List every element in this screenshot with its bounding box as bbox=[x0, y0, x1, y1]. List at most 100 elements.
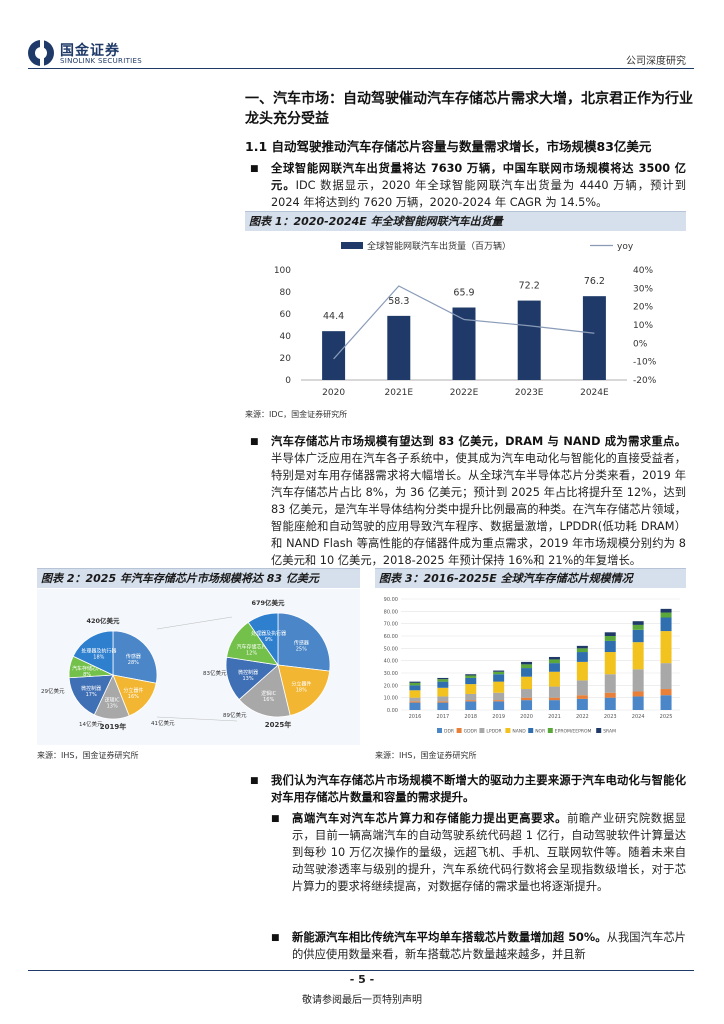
stacked-bar-segment bbox=[548, 659, 560, 664]
stacked-bar-segment bbox=[437, 687, 449, 697]
stacked-bar-segment bbox=[521, 689, 533, 698]
stacked-bar-segment bbox=[576, 698, 588, 710]
bar bbox=[452, 307, 476, 380]
pie-slice bbox=[68, 674, 114, 716]
stacked-bar-segment bbox=[604, 636, 616, 641]
bar-value-label: 76.2 bbox=[584, 276, 605, 287]
stacked-bar-segment bbox=[437, 702, 449, 710]
stacked-bar-segment bbox=[632, 669, 644, 692]
pie-slice-value: 9% bbox=[265, 637, 273, 643]
sub-bullet-icon: ■ bbox=[271, 814, 280, 824]
stacked-bar-segment bbox=[660, 631, 672, 664]
y-tick-label: 70.00 bbox=[384, 622, 398, 628]
yoy-line bbox=[333, 285, 595, 360]
stacked-bar-segment bbox=[409, 682, 421, 686]
stacked-bar-segment bbox=[632, 642, 644, 670]
stacked-bar-segment bbox=[465, 700, 477, 702]
figure-2-title: 图表 2：2025 年汽车存储芯片市场规模将达 83 亿美元 bbox=[37, 568, 360, 588]
x-tick-label: 2022E bbox=[450, 388, 479, 398]
stacked-bar-segment bbox=[437, 701, 449, 703]
pie-slice-value: 18% bbox=[296, 688, 307, 694]
stacked-bar-segment bbox=[493, 701, 505, 710]
pie-year-label: 2019年 bbox=[100, 722, 126, 731]
legend-label: GDDR bbox=[464, 729, 478, 735]
stacked-bar-segment bbox=[604, 674, 616, 693]
stacked-bar-segment bbox=[604, 697, 616, 710]
callout-label: 83亿美元 bbox=[203, 669, 227, 677]
legend-swatch bbox=[479, 728, 485, 733]
y-tick-label: 40 bbox=[280, 332, 292, 342]
pie-total-label: 420亿美元 bbox=[86, 616, 120, 625]
stacked-bar-segment bbox=[576, 648, 588, 653]
pie-slice bbox=[277, 612, 331, 672]
paragraph-2-lead: 汽车存储芯片市场规模有望达到 83 亿美元，DRAM 与 NAND 成为需求重点… bbox=[271, 435, 686, 448]
bullet-icon: ■ bbox=[250, 776, 259, 786]
x-tick-label: 2018 bbox=[464, 714, 477, 720]
figure-1-title: 图表 1：2020-2024E 年全球智能网联汽车出货量 bbox=[245, 211, 686, 231]
pie-slice-value: 25% bbox=[296, 646, 307, 652]
stacked-bar-segment bbox=[660, 608, 672, 613]
stacked-bar-segment bbox=[576, 652, 588, 662]
pie-slice-label: 逻辑IC bbox=[105, 696, 120, 703]
y-tick-label: 90.00 bbox=[384, 597, 398, 603]
stacked-bar-segment bbox=[548, 700, 560, 710]
report-type-label: 公司深度研究 bbox=[626, 56, 686, 67]
x-tick-label: 2022 bbox=[576, 714, 589, 720]
figure-3-chart: 0.00 10.00 20.00 30.00 40.00 50.00 60.00 70.00 8… bbox=[384, 597, 680, 735]
paragraph-3: 我们认为汽车存储芯片市场规模不断增大的驱动力主要来源于汽车电动化与智能化对车用存… bbox=[271, 772, 686, 806]
stacked-bar-segment bbox=[632, 624, 644, 630]
stacked-bar-segment bbox=[660, 695, 672, 710]
stacked-bar-segment bbox=[632, 621, 644, 625]
legend-label: NAND bbox=[512, 729, 526, 735]
header-divider bbox=[28, 68, 694, 69]
stacked-bar-segment bbox=[465, 701, 477, 710]
stacked-bar-segment bbox=[437, 677, 449, 680]
sub-paragraph-1-lead: 高端汽车对汽车芯片算力和存储能力提出更高要求。 bbox=[292, 812, 568, 825]
stacked-bar-segment bbox=[493, 700, 505, 702]
stacked-bar-segment bbox=[437, 679, 449, 682]
stacked-bar-segment bbox=[521, 697, 533, 701]
pie-slice-value: 13% bbox=[107, 703, 118, 709]
paragraph-1-lead: 全球智能网联汽车出货量将达 7630 万辆，中国车联网市场规模将达 3500 亿… bbox=[271, 162, 686, 192]
stacked-bar-segment bbox=[409, 681, 421, 683]
bar bbox=[582, 296, 606, 380]
x-tick-label: 2020 bbox=[322, 388, 345, 398]
stacked-bar-segment bbox=[465, 684, 477, 694]
pie-slice-label: 处理器及执行器 bbox=[251, 630, 286, 637]
stacked-bar-segment bbox=[548, 663, 560, 672]
stacked-bar-segment bbox=[521, 661, 533, 665]
pie-slice-label: 逻辑IC bbox=[261, 690, 276, 697]
pie-slice-label: 分立器件 bbox=[291, 681, 311, 688]
legend-swatch bbox=[596, 728, 602, 733]
x-tick-label: 2016 bbox=[409, 714, 422, 720]
bar-value-label: 65.9 bbox=[453, 288, 474, 299]
paragraph-1: 全球智能网联汽车出货量将达 7630 万辆，中国车联网市场规模将达 3500 亿… bbox=[271, 160, 686, 211]
bullet-icon: ■ bbox=[250, 437, 259, 447]
stacked-bar-segment bbox=[576, 695, 588, 699]
stacked-bar-segment bbox=[465, 677, 477, 685]
x-tick-label: 2021E bbox=[385, 388, 414, 398]
stacked-bar-segment bbox=[493, 670, 505, 672]
bar bbox=[517, 300, 541, 380]
connector-line bbox=[156, 616, 233, 630]
callout-label: 14亿美元 bbox=[79, 720, 103, 728]
y2-tick-label: 40% bbox=[633, 266, 653, 276]
stacked-bar-segment bbox=[409, 685, 421, 691]
pie-slice-value: 18% bbox=[93, 655, 104, 661]
stacked-bar-segment bbox=[493, 674, 505, 682]
y-tick-label: 80.00 bbox=[384, 609, 398, 615]
logo-name-cn: 国金证券 bbox=[60, 43, 120, 59]
stacked-bar-segment bbox=[660, 663, 672, 690]
pie-slice bbox=[277, 664, 331, 717]
y2-tick-label: 30% bbox=[633, 284, 653, 294]
stacked-bar-segment bbox=[660, 612, 672, 618]
pie-slice-label: 微控制器 bbox=[81, 685, 101, 692]
y-tick-label: 40.00 bbox=[384, 659, 398, 665]
pie-slice-value: 12% bbox=[246, 650, 257, 656]
stacked-bar-segment bbox=[493, 681, 505, 693]
x-tick-label: 2017 bbox=[436, 714, 449, 720]
stacked-bar-segment bbox=[465, 675, 477, 678]
pie-slice bbox=[112, 630, 158, 684]
legend-swatch bbox=[505, 728, 511, 733]
pie-year-label: 2025年 bbox=[265, 720, 291, 729]
